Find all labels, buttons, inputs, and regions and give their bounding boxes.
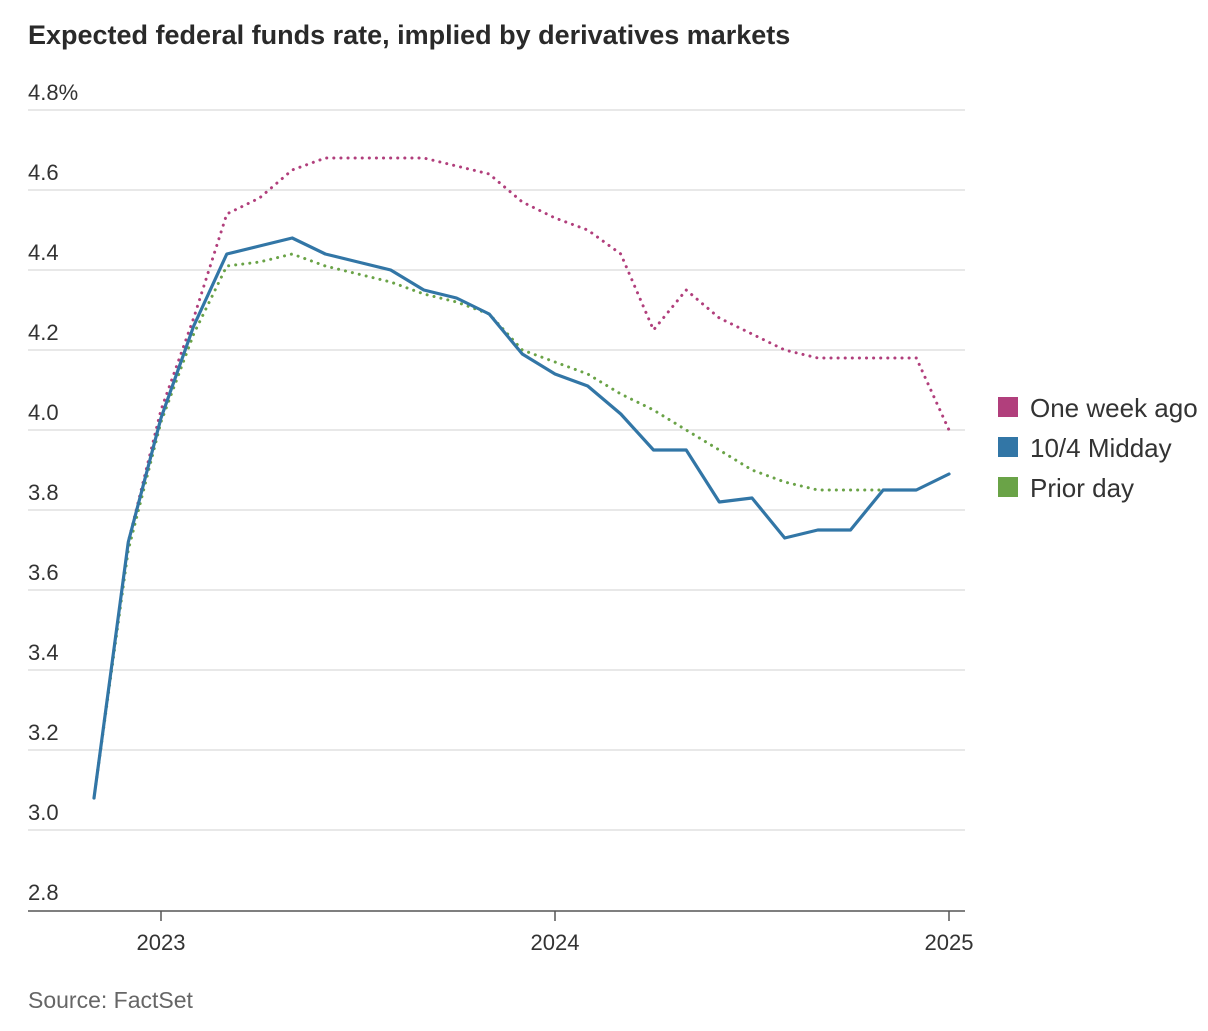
y-tick-label: 3.4	[28, 640, 59, 665]
x-tick-label: 2025	[925, 930, 974, 955]
y-tick-label: 4.2	[28, 320, 59, 345]
y-tick-label: 3.0	[28, 800, 59, 825]
legend-swatch	[998, 437, 1018, 457]
y-tick-label: 2.8	[28, 880, 59, 905]
series-line-one-week-ago	[92, 156, 951, 800]
legend-swatch	[998, 397, 1018, 417]
y-axis-ticks: 2.8 3.0 3.2 3.4 3.6 3.8 4.0 4.2 4.4 4.6 4.8%	[28, 80, 78, 905]
legend-label: Prior day	[1030, 473, 1134, 503]
x-tick-label: 2023	[137, 930, 186, 955]
legend-swatch	[998, 477, 1018, 497]
gridlines	[28, 109, 965, 831]
legend-label: 10/4 Midday	[1030, 433, 1172, 463]
y-tick-label: 4.0	[28, 400, 59, 425]
x-axis: 2023 2024 2025	[28, 910, 974, 955]
y-tick-label: 3.6	[28, 560, 59, 585]
y-tick-label: 4.8%	[28, 80, 78, 105]
y-tick-label: 4.6	[28, 160, 59, 185]
legend: One week ago 10/4 Midday Prior day	[998, 393, 1198, 503]
series-line-prior-day	[92, 252, 885, 800]
chart-title: Expected federal funds rate, implied by …	[28, 20, 790, 50]
y-tick-label: 3.2	[28, 720, 59, 745]
legend-label: One week ago	[1030, 393, 1198, 423]
y-tick-label: 3.8	[28, 480, 59, 505]
x-tick-label: 2024	[531, 930, 580, 955]
series-lines	[92, 156, 951, 800]
source-note: Source: FactSet	[28, 987, 194, 1013]
series-line-10-4-midday	[92, 236, 951, 800]
y-tick-label: 4.4	[28, 240, 59, 265]
